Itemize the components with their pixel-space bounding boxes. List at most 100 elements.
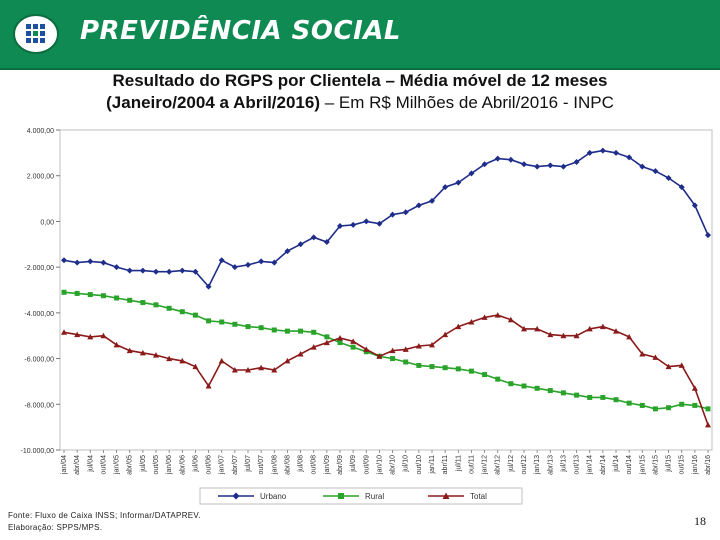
- x-tick-label: abr/06: [179, 455, 186, 475]
- data-point-total: [61, 329, 67, 335]
- data-point-total: [705, 421, 711, 428]
- x-tick-label: jul/13: [560, 455, 567, 473]
- y-tick-label: 0,00: [40, 219, 54, 226]
- y-tick-label: -8.000,00: [24, 402, 54, 409]
- legend-marker-urbano: [232, 492, 240, 500]
- x-tick-label: abr/14: [600, 455, 607, 475]
- footer-source: Fonte: Fluxo de Caixa INSS; Informar/DAT…: [8, 510, 201, 534]
- data-point-total: [652, 354, 659, 360]
- data-point-urbano: [113, 264, 120, 271]
- data-point-urbano: [87, 258, 94, 265]
- data-point-rural: [547, 388, 553, 394]
- x-tick-label: abr/08: [284, 455, 291, 475]
- x-tick-label: jan/15: [639, 455, 646, 475]
- data-point-total: [468, 319, 475, 325]
- x-tick-label: jul/11: [455, 455, 462, 472]
- data-point-rural: [587, 394, 593, 400]
- data-point-urbano: [455, 179, 462, 186]
- data-point-urbano: [297, 241, 304, 248]
- data-point-urbano: [560, 163, 567, 170]
- y-tick-label: 4.000,00: [27, 128, 54, 135]
- data-point-rural: [245, 324, 251, 330]
- data-point-total: [337, 335, 343, 341]
- chart-subtitle-unit: – Em R$ Milhões de Abril/2016 - INPC: [320, 93, 614, 112]
- data-point-total: [573, 332, 580, 339]
- data-point-rural: [206, 318, 212, 324]
- data-point-total: [481, 314, 488, 320]
- x-tick-label: out/09: [363, 455, 370, 475]
- data-point-rural: [534, 385, 540, 391]
- data-point-rural: [705, 406, 711, 412]
- data-point-urbano: [337, 223, 343, 229]
- data-point-rural: [337, 340, 343, 346]
- x-tick-label: out/05: [153, 455, 160, 475]
- data-point-urbano: [284, 248, 291, 255]
- line-chart: 4.000,00 2.000,00 0,00 -2.000,00 -4.000,00 -6…: [21, 128, 713, 505]
- data-point-rural: [429, 364, 435, 370]
- data-point-urbano: [153, 268, 159, 275]
- x-tick-label: abr/12: [495, 455, 502, 475]
- data-point-total: [245, 367, 251, 373]
- x-tick-label: jul/08: [298, 455, 305, 473]
- data-point-urbano: [126, 267, 133, 274]
- data-point-total: [350, 338, 357, 344]
- data-point-total: [547, 331, 554, 338]
- x-tick-label: abr/13: [547, 455, 554, 475]
- data-point-urbano: [218, 257, 225, 264]
- data-point-urbano: [521, 161, 527, 168]
- data-point-urbano: [192, 268, 199, 275]
- data-point-total: [534, 325, 541, 332]
- x-tick-label: jul/10: [403, 455, 410, 473]
- data-point-urbano: [468, 170, 475, 177]
- x-tick-label: jan/07: [219, 455, 226, 475]
- data-point-urbano: [271, 259, 278, 266]
- data-point-rural: [74, 290, 80, 296]
- x-tick-label: jan/13: [534, 455, 541, 475]
- data-point-urbano: [507, 156, 514, 163]
- data-point-urbano: [363, 218, 370, 225]
- data-point-rural: [61, 289, 67, 295]
- data-point-urbano: [613, 149, 619, 156]
- data-point-total: [126, 347, 133, 354]
- data-point-total: [376, 353, 383, 359]
- data-point-total: [586, 325, 593, 332]
- x-tick-label: abr/05: [127, 455, 134, 475]
- x-tick-label: jan/08: [271, 455, 278, 475]
- data-point-rural: [455, 366, 461, 372]
- data-point-total: [678, 362, 685, 368]
- x-tick-label: jan/12: [482, 455, 489, 475]
- data-point-rural: [284, 328, 290, 334]
- data-point-total: [192, 363, 199, 370]
- x-tick-label: jul/14: [613, 455, 620, 473]
- data-point-total: [179, 357, 186, 364]
- data-point-total: [455, 323, 462, 330]
- data-point-rural: [258, 325, 264, 331]
- data-point-urbano: [402, 209, 409, 216]
- x-tick-label: jul/05: [140, 455, 147, 473]
- data-point-urbano: [166, 268, 173, 275]
- x-tick-label: out/14: [626, 455, 633, 475]
- data-point-urbano: [442, 184, 449, 191]
- data-point-rural: [626, 400, 632, 406]
- data-point-rural: [311, 329, 317, 335]
- data-point-rural: [495, 376, 501, 382]
- data-point-total: [639, 351, 646, 357]
- data-point-total: [494, 312, 501, 318]
- x-tick-label: abr/10: [390, 455, 397, 475]
- legend-label: Rural: [365, 492, 384, 501]
- data-point-urbano: [494, 155, 501, 162]
- data-point-total: [402, 346, 409, 352]
- data-point-total: [271, 367, 278, 373]
- data-point-urbano: [573, 159, 580, 165]
- x-tick-label: abr/07: [232, 455, 239, 475]
- data-point-rural: [127, 297, 133, 303]
- y-tick-label: -6.000,00: [24, 357, 54, 364]
- data-point-urbano: [691, 202, 698, 209]
- data-point-total: [363, 346, 370, 352]
- data-point-urbano: [258, 258, 265, 265]
- data-point-rural: [219, 319, 225, 325]
- data-point-total: [507, 316, 514, 323]
- x-tick-label: abr/09: [337, 455, 344, 475]
- brand-name: PREVIDÊNCIA SOCIAL: [80, 16, 401, 46]
- data-point-urbano: [74, 259, 81, 266]
